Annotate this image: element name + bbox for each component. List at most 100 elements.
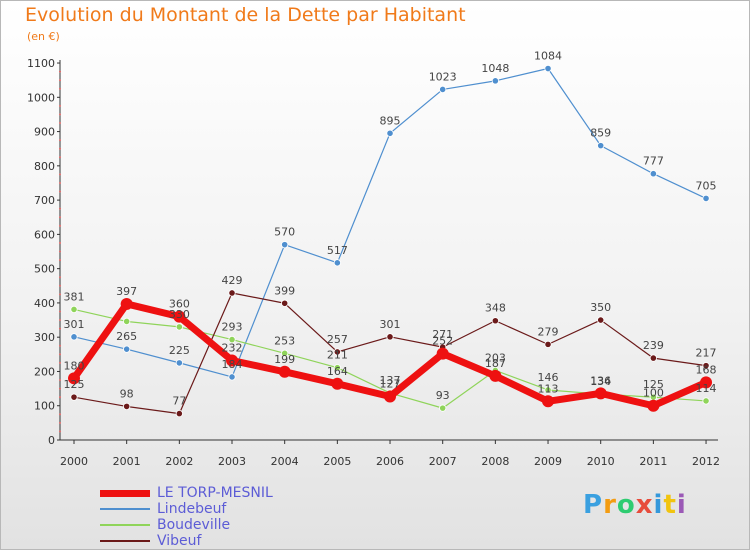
data-label-vibeuf: 429	[222, 274, 243, 287]
y-tick-label: 1000	[27, 91, 55, 104]
y-minor-dot	[59, 242, 61, 244]
data-point-lindebeuf	[175, 359, 183, 367]
data-label-vibeuf: 125	[64, 378, 85, 391]
data-label-lindebeuf: 1084	[534, 50, 562, 63]
data-point-boudeville	[281, 349, 289, 357]
legend-label-boudeville: Boudeville	[157, 517, 231, 533]
data-point-lindebeuf	[439, 85, 447, 94]
y-minor-dot	[59, 327, 61, 330]
data-label-le-torp-mesnil: 180	[64, 359, 85, 372]
data-label-le-torp-mesnil: 127	[380, 377, 401, 390]
y-minor-dot	[59, 250, 61, 253]
data-point-lindebeuf	[70, 333, 78, 341]
y-tick-label: 900	[34, 126, 55, 139]
data-label-vibeuf: 279	[538, 325, 559, 338]
y-minor-dot	[59, 319, 61, 321]
data-point-le-torp-mesnil	[489, 369, 502, 382]
data-label-lindebeuf: 570	[274, 226, 295, 239]
x-tick-label: 2005	[323, 455, 351, 468]
data-point-le-torp-mesnil	[384, 390, 397, 403]
data-label-lindebeuf: 184	[222, 358, 243, 371]
y-minor-dot	[59, 293, 61, 296]
data-point-vibeuf	[281, 299, 289, 307]
legend-label-lindebeuf: Lindebeuf	[157, 501, 227, 517]
x-tick-label: 2009	[534, 455, 562, 468]
x-tick-label: 2008	[481, 455, 509, 468]
data-point-le-torp-mesnil	[226, 354, 239, 367]
line-chart: 0 100 200 300 400 500 600 700 800 900 1000 1100 2000…	[27, 50, 720, 468]
data-label-le-torp-mesnil: 199	[274, 353, 295, 366]
y-minor-dot	[59, 104, 61, 107]
data-point-vibeuf	[175, 410, 183, 418]
data-label-boudeville: 330	[169, 308, 190, 321]
y-minor-dot	[59, 353, 61, 356]
data-label-boudeville: 381	[64, 290, 85, 303]
data-point-vibeuf	[386, 333, 394, 341]
data-point-le-torp-mesnil	[120, 297, 133, 310]
data-label-lindebeuf: 301	[64, 318, 85, 331]
y-tick-label: 400	[34, 297, 55, 310]
y-minor-dot	[59, 276, 61, 279]
data-label-le-torp-mesnil: 232	[222, 341, 243, 354]
data-point-lindebeuf	[597, 142, 605, 150]
y-minor-dot	[59, 182, 61, 184]
data-point-boudeville	[702, 397, 710, 405]
data-point-lindebeuf	[228, 373, 236, 381]
data-point-le-torp-mesnil	[542, 395, 555, 408]
data-label-vibeuf: 301	[380, 318, 401, 331]
data-label-vibeuf: 257	[327, 333, 348, 346]
data-point-lindebeuf	[123, 345, 131, 353]
data-point-vibeuf	[228, 289, 236, 297]
y-tick-label: 200	[34, 365, 55, 378]
data-label-vibeuf: 77	[172, 395, 186, 408]
y-minor-dot	[59, 190, 61, 193]
data-label-boudeville: 125	[643, 378, 664, 391]
y-tick-label: 1100	[27, 57, 55, 70]
data-label-boudeville: 137	[380, 374, 401, 387]
data-label-lindebeuf: 1048	[481, 62, 509, 75]
proxiti-logo: Proxiti	[583, 490, 687, 520]
data-label-lindebeuf: 517	[327, 244, 348, 257]
data-label-le-torp-mesnil: 164	[327, 365, 348, 378]
data-point-boudeville	[175, 323, 183, 331]
y-minor-dot	[59, 259, 61, 261]
data-point-boudeville	[544, 386, 552, 394]
x-tick-label: 2004	[271, 455, 299, 468]
chart-unit: (en €)	[27, 30, 60, 43]
data-label-boudeville: 134	[590, 375, 611, 388]
data-label-le-torp-mesnil: 360	[169, 298, 190, 311]
data-point-vibeuf	[649, 354, 657, 362]
y-tick-label: 500	[34, 263, 55, 276]
data-point-vibeuf	[702, 362, 710, 370]
data-point-lindebeuf	[333, 259, 341, 267]
data-label-le-torp-mesnil: 397	[116, 285, 137, 298]
data-label-lindebeuf: 225	[169, 344, 190, 357]
data-point-boudeville	[123, 317, 131, 326]
y-minor-dot	[59, 413, 61, 416]
data-point-vibeuf	[333, 348, 341, 356]
y-minor-dot	[59, 421, 61, 424]
data-point-lindebeuf	[544, 64, 552, 73]
data-point-vibeuf	[544, 340, 552, 348]
y-minor-dot	[59, 113, 61, 116]
y-minor-dot	[59, 344, 61, 347]
x-tick-label: 2012	[692, 455, 720, 468]
x-tick-label: 2006	[376, 455, 404, 468]
y-tick-label: 700	[34, 194, 55, 207]
data-label-vibeuf: 348	[485, 302, 506, 315]
data-point-le-torp-mesnil	[700, 376, 713, 389]
y-minor-dot	[59, 310, 61, 313]
y-minor-dot	[59, 387, 61, 390]
data-point-le-torp-mesnil	[436, 347, 449, 360]
legend-swatch-vibeuf	[100, 540, 150, 542]
x-tick-label: 2000	[60, 455, 88, 468]
data-label-boudeville: 203	[485, 351, 506, 364]
y-minor-dot	[59, 87, 61, 90]
data-label-le-torp-mesnil: 187	[485, 357, 506, 370]
x-tick-label: 2010	[587, 455, 615, 468]
data-label-lindebeuf: 265	[116, 330, 137, 343]
legend-label-le-torp-mesnil: LE TORP-MESNIL	[157, 485, 273, 501]
x-tick-label: 2002	[165, 455, 193, 468]
y-tick-label: 600	[34, 228, 55, 241]
legend-swatch-lindebeuf	[100, 508, 150, 510]
